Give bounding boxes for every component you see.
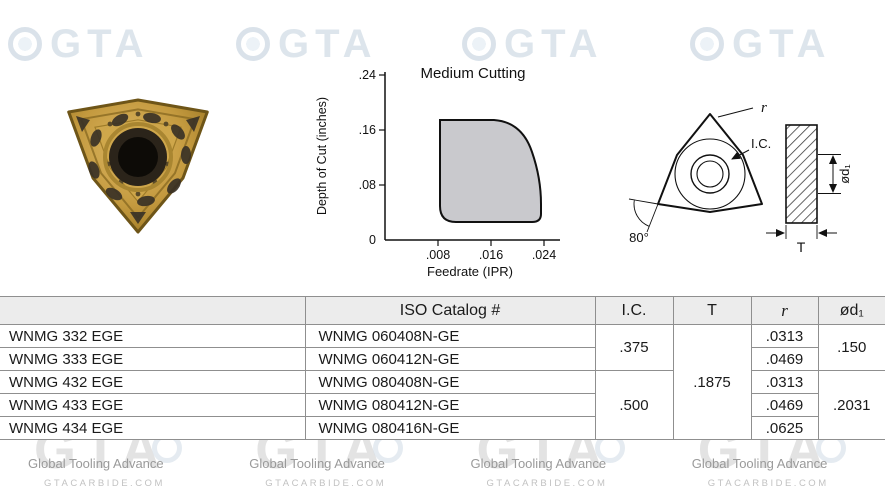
watermark-site: GTACARBIDE.COM: [265, 478, 387, 489]
corner-angle-label: 80°: [629, 230, 649, 245]
trigon-outline: [657, 113, 763, 213]
part-number: WNMG 432 EGE: [0, 370, 306, 394]
insert-photo: [38, 72, 238, 257]
iso-catalog-number: WNMG 080408N-GE: [304, 370, 596, 394]
table-row: WNMG 432 EGE WNMG 080408N-GE .500 .0313 …: [0, 370, 885, 440]
hole-rim: [103, 122, 173, 192]
gta-watermark-text: GTA: [732, 22, 832, 66]
d1-value: .150: [817, 324, 885, 371]
table-row: WNMG 434 EGE WNMG 080416N-GE .0625: [0, 416, 885, 440]
watermark-column: GTA Global Tooling Advance GTACARBIDE.CO…: [0, 423, 221, 498]
gta-logo-icon: [8, 27, 42, 61]
x-tick-label: .024: [532, 248, 556, 262]
angle-extension-line: [646, 203, 659, 233]
watermark-site: GTACARBIDE.COM: [486, 478, 608, 489]
y-tick-label: 0: [369, 233, 376, 247]
chipbreaker-pattern: [76, 112, 200, 224]
watermark-bottom: GTA Global Tooling Advance GTACARBIDE.CO…: [0, 423, 885, 498]
corner-radius-label: r: [761, 100, 767, 116]
gta-watermark-text: GTA: [50, 22, 150, 66]
gta-watermark: GTA: [462, 24, 603, 64]
gta-watermark-text: GTA: [504, 22, 604, 66]
watermark-column: GTA Global Tooling Advance GTACARBIDE.CO…: [443, 423, 664, 498]
iso-catalog-number: WNMG 060412N-GE: [304, 347, 596, 371]
spec-table: ISO Catalog # I.C. T r ød₁ WNMG 332 EGE …: [0, 296, 885, 440]
part-number: WNMG 433 EGE: [0, 393, 306, 417]
table-header-row: ISO Catalog # I.C. T r ød₁: [0, 296, 885, 325]
x-tick-label: .016: [479, 248, 503, 262]
header-ic: I.C.: [594, 296, 674, 325]
angle-extension-line: [628, 198, 659, 205]
thickness-label: T: [797, 239, 806, 255]
hole-inner-circle: [696, 160, 724, 188]
insert-bevel: [79, 108, 197, 220]
gta-logo-icon: [690, 27, 724, 61]
r-value: .0313: [750, 324, 819, 348]
y-ticks: [379, 74, 385, 186]
header-part: [0, 296, 306, 325]
hole-diameter-label: ød₁: [837, 164, 852, 184]
chart-title: Medium Cutting: [420, 65, 525, 82]
iso-catalog-number: WNMG 080412N-GE: [304, 393, 596, 417]
side-view-section: [785, 124, 818, 224]
x-axis-label: Feedrate (IPR): [427, 264, 513, 279]
table-row: WNMG 332 EGE WNMG 060408N-GE .375 .1875 …: [0, 324, 885, 440]
r-value: .0469: [750, 393, 819, 417]
angle-arc: [633, 200, 650, 227]
part-number: WNMG 434 EGE: [0, 416, 306, 440]
watermark-tagline: Global Tooling Advance: [28, 456, 164, 471]
insert-diagram: r I.C. 80° ød₁ T: [615, 92, 870, 272]
ic-label: I.C.: [751, 136, 771, 151]
watermark-tagline: Global Tooling Advance: [249, 456, 385, 471]
gta-watermark: GTA: [690, 24, 831, 64]
inscribed-circle: [674, 138, 746, 210]
header-t: T: [672, 296, 752, 325]
iso-catalog-number: WNMG 080416N-GE: [304, 416, 596, 440]
t-value: .1875: [672, 324, 752, 440]
r-leader-line: [717, 107, 754, 118]
y-tick-label: .24: [359, 68, 376, 82]
r-value: .0625: [750, 416, 819, 440]
gta-logo-icon: [462, 27, 496, 61]
hole-outer-circle: [690, 154, 730, 194]
part-number: WNMG 333 EGE: [0, 347, 306, 371]
gta-watermark: GTA: [236, 24, 377, 64]
gta-watermark-text: GTA: [278, 22, 378, 66]
y-tick-label: .16: [359, 123, 376, 137]
watermark-site: GTACARBIDE.COM: [707, 478, 829, 489]
part-number: WNMG 332 EGE: [0, 324, 306, 348]
gta-logo-icon: [236, 27, 270, 61]
cutting-chart: Medium Cutting .24 .16 .08 0 .008: [310, 58, 580, 288]
header-iso-catalog: ISO Catalog #: [304, 296, 596, 325]
center-hole: [118, 137, 158, 177]
watermark-top: GTA GTA GTA GTA: [0, 24, 885, 68]
y-axis-label: Depth of Cut (inches): [315, 97, 329, 215]
table-row: WNMG 433 EGE WNMG 080412N-GE .0469: [0, 393, 885, 417]
watermark-site: GTACARBIDE.COM: [44, 478, 165, 489]
gta-watermark: GTA: [8, 24, 149, 64]
cutting-chart-plot: Medium Cutting .24 .16 .08 0 .008: [315, 65, 560, 279]
y-tick-label: .08: [359, 178, 376, 192]
insert-diagram-art: r I.C. 80° ød₁ T: [628, 100, 852, 255]
ic-value: .500: [594, 370, 674, 440]
header-r: r: [750, 296, 819, 325]
iso-catalog-number: WNMG 060408N-GE: [304, 324, 596, 348]
x-tick-label: .008: [426, 248, 450, 262]
r-value: .0313: [750, 370, 819, 394]
d1-value: .2031: [817, 370, 885, 440]
ic-arrow: [731, 149, 750, 160]
cutting-envelope-region: [439, 119, 542, 223]
watermark-column: GTA Global Tooling Advance GTACARBIDE.CO…: [664, 423, 885, 498]
header-d1: ød₁: [817, 296, 885, 325]
insert-photo-art: [67, 98, 209, 234]
watermark-tagline: Global Tooling Advance: [470, 456, 607, 471]
r-value: .0469: [750, 347, 819, 371]
table-row: WNMG 333 EGE WNMG 060412N-GE .0469: [0, 347, 885, 371]
ic-value: .375: [594, 324, 674, 371]
face-dimples: [105, 111, 171, 197]
x-ticks: [437, 240, 545, 246]
watermark-tagline: Global Tooling Advance: [691, 456, 828, 471]
watermark-column: GTA Global Tooling Advance GTACARBIDE.CO…: [221, 423, 442, 498]
